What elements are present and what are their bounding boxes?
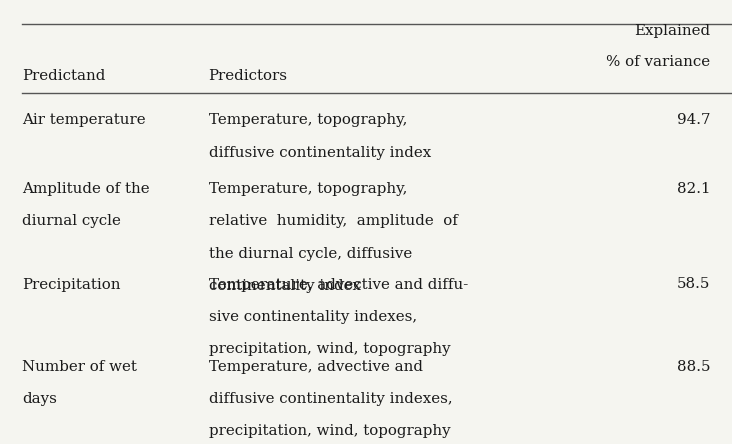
Text: precipitation, wind, topography: precipitation, wind, topography xyxy=(209,342,450,357)
Text: Predictors: Predictors xyxy=(209,69,288,83)
Text: relative  humidity,  amplitude  of: relative humidity, amplitude of xyxy=(209,214,458,229)
Text: sive continentality indexes,: sive continentality indexes, xyxy=(209,310,417,324)
Text: diffusive continentality indexes,: diffusive continentality indexes, xyxy=(209,392,452,406)
Text: Precipitation: Precipitation xyxy=(22,278,121,292)
Text: diurnal cycle: diurnal cycle xyxy=(22,214,121,229)
Text: Explained: Explained xyxy=(634,24,710,39)
Text: Number of wet: Number of wet xyxy=(22,360,137,374)
Text: diffusive continentality index: diffusive continentality index xyxy=(209,146,431,160)
Text: Amplitude of the: Amplitude of the xyxy=(22,182,149,196)
Text: Temperature, topography,: Temperature, topography, xyxy=(209,113,407,127)
Text: Temperature, advective and: Temperature, advective and xyxy=(209,360,422,374)
Text: 58.5: 58.5 xyxy=(676,278,710,292)
Text: Predictand: Predictand xyxy=(22,69,105,83)
Text: 82.1: 82.1 xyxy=(676,182,710,196)
Text: continentality index: continentality index xyxy=(209,279,361,293)
Text: days: days xyxy=(22,392,57,406)
Text: precipitation, wind, topography: precipitation, wind, topography xyxy=(209,424,450,439)
Text: Temperature, advective and diffu-: Temperature, advective and diffu- xyxy=(209,278,468,292)
Text: Air temperature: Air temperature xyxy=(22,113,146,127)
Text: 94.7: 94.7 xyxy=(676,113,710,127)
Text: Temperature, topography,: Temperature, topography, xyxy=(209,182,407,196)
Text: the diurnal cycle, diffusive: the diurnal cycle, diffusive xyxy=(209,247,412,261)
Text: % of variance: % of variance xyxy=(606,56,710,70)
Text: 88.5: 88.5 xyxy=(676,360,710,374)
